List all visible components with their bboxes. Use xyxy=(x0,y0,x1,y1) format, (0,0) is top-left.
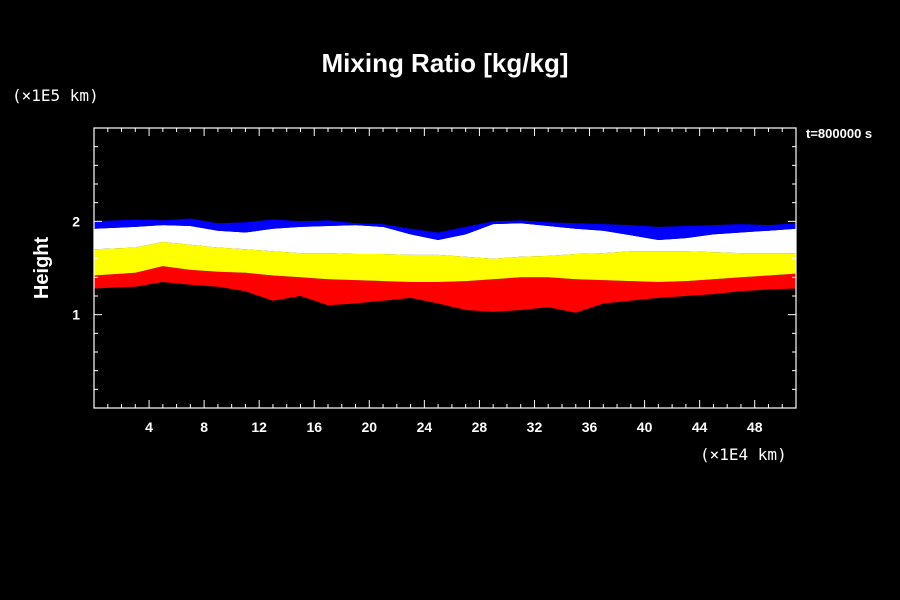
y-tick-label: 1 xyxy=(72,307,80,323)
x-tick-label: 24 xyxy=(417,419,433,435)
time-label: t=800000 s xyxy=(806,126,872,141)
x-tick-label: 44 xyxy=(692,419,708,435)
x-tick-label: 28 xyxy=(472,419,488,435)
chart-title: Mixing Ratio [kg/kg] xyxy=(322,48,569,78)
y-axis-ticks: 12 xyxy=(72,146,796,390)
x-tick-label: 4 xyxy=(145,419,153,435)
x-tick-label: 8 xyxy=(200,419,208,435)
y-unit-label: (×1E5 km) xyxy=(12,86,99,105)
mixing-ratio-band-1 xyxy=(94,266,796,313)
y-axis-title: Height xyxy=(31,237,53,300)
mixing-ratio-band-4 xyxy=(94,218,796,240)
plot-border xyxy=(93,127,797,409)
y-tick-label: 2 xyxy=(72,213,80,229)
mixing-ratio-band-2 xyxy=(94,241,796,282)
x-tick-label: 36 xyxy=(582,419,598,435)
plot-frame xyxy=(93,127,797,409)
x-tick-label: 20 xyxy=(362,419,378,435)
mixing-ratio-band-3 xyxy=(94,223,796,259)
x-tick-label: 12 xyxy=(251,419,267,435)
x-axis-ticks: 4 8 12 16 20 24 28 32 36 40 44 48 xyxy=(107,128,783,435)
x-tick-label: 48 xyxy=(747,419,763,435)
x-unit-label: (×1E4 km) xyxy=(700,445,787,464)
x-tick-label: 16 xyxy=(306,419,322,435)
plot-bands xyxy=(94,218,796,313)
x-tick-label: 32 xyxy=(527,419,543,435)
x-tick-label: 40 xyxy=(637,419,653,435)
